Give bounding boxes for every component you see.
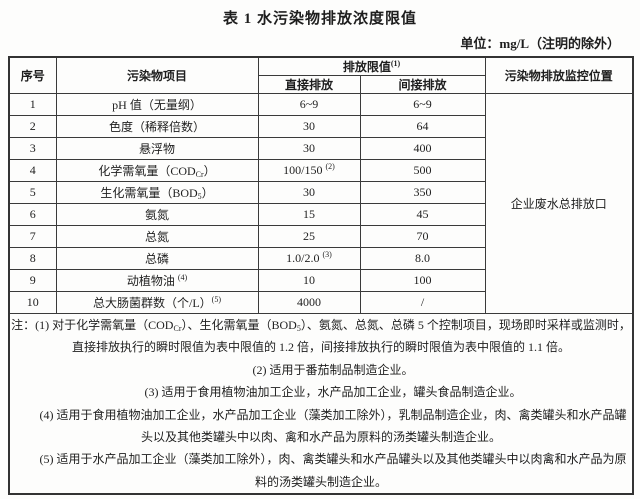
- header-pollutant: 污染物项目: [55, 56, 259, 94]
- direct-limit-cell: 30: [257, 181, 361, 204]
- pollutant-item-cell: 生化需氧量（BOD5）: [55, 181, 259, 204]
- direct-limit-cell: 6~9: [257, 93, 361, 116]
- pollutant-item-cell: 化学需氧量（CODCr）: [55, 159, 259, 182]
- indirect-limit-cell: 500: [359, 159, 486, 182]
- header-indirect: 间接排放: [359, 75, 486, 94]
- note-5: (5) 适用于水产品加工企业（藻类加工除外），肉、禽类罐头和水产品罐头以及其他类…: [39, 452, 627, 489]
- row-no-cell: 7: [8, 225, 57, 248]
- row-no-cell: 9: [8, 269, 57, 292]
- header-no: 序号: [8, 56, 57, 94]
- indirect-limit-cell: 45: [359, 203, 486, 226]
- table-row: 1 pH 值（无量纲） 6~9 6~9 企业废水总排放口: [8, 93, 634, 314]
- direct-limit-cell: 15: [257, 203, 361, 226]
- limit-group-superscript: (1): [390, 59, 401, 68]
- direct-limit-cell: 4000: [257, 291, 361, 314]
- header-limit-group: 排放限值(1): [257, 56, 486, 76]
- table-row: 10 总大肠菌群数（个/L）(5) 4000 /: [8, 291, 633, 314]
- pollutant-item-cell: 总氮: [55, 225, 259, 248]
- row-no-cell: 1: [8, 93, 57, 116]
- indirect-limit-cell: /: [359, 291, 486, 314]
- pollutant-item-cell: 氨氮: [55, 203, 259, 226]
- pollutant-limits-table: 序号 污染物项目 排放限值(1) 污染物排放监控位置 直接排放 间接排放 1 p…: [8, 56, 634, 496]
- row-no-cell: 4: [8, 159, 57, 182]
- unit-note: 单位：mg/L（注明的除外）: [460, 36, 620, 51]
- header-monitor: 污染物排放监控位置: [484, 56, 634, 94]
- header-limit-group-label: 排放限值: [342, 60, 391, 74]
- indirect-limit-cell: 8.0: [359, 247, 486, 270]
- row-no-cell: 6: [8, 203, 57, 226]
- pollutant-item-cell: 总磷: [55, 247, 259, 270]
- row-no-cell: 3: [8, 137, 57, 160]
- table-row: 6 氨氮 15 45: [8, 203, 633, 226]
- indirect-limit-cell: 64: [359, 115, 486, 138]
- pollutant-item-cell: pH 值（无量纲）: [55, 93, 259, 116]
- direct-limit-cell: 1.0/2.0 (3): [257, 247, 361, 270]
- pollutant-item-cell: 色度（稀释倍数）: [55, 115, 259, 138]
- note-1: 注：(1) 对于化学需氧量（CODCr）、生化需氧量（BOD5）、氨氮、总氮、总…: [11, 318, 631, 355]
- indirect-limit-cell: 400: [359, 137, 486, 160]
- indirect-limit-cell: 6~9: [359, 93, 486, 116]
- monitor-location-cell: 企业废水总排放口: [484, 93, 634, 314]
- direct-limit-cell: 30: [257, 115, 361, 138]
- table-row: 4 化学需氧量（CODCr） 100/150 (2) 500: [8, 159, 633, 182]
- indirect-limit-cell: 100: [359, 269, 486, 292]
- direct-limit-cell: 10: [257, 269, 361, 292]
- header-direct: 直接排放: [257, 75, 361, 94]
- row-no-cell: 2: [8, 115, 57, 138]
- row-no-cell: 8: [8, 247, 57, 270]
- note-2: (2) 适用于番茄制品制造企业。: [252, 362, 414, 377]
- row-no-cell: 5: [8, 181, 57, 204]
- note-3: (3) 适用于食用植物油加工企业，水产品加工企业，罐头食品制造企业。: [144, 385, 522, 400]
- pollutant-item-cell: 动植物油 (4): [55, 269, 259, 292]
- note-4: (4) 适用于食用植物油加工企业，水产品加工企业（藻类加工除外），乳制品制造企业…: [39, 407, 627, 445]
- direct-limit-cell: 30: [257, 137, 361, 160]
- table-title: 表 1 水污染物排放浓度限值: [222, 11, 417, 27]
- header-row-1: 序号 污染物项目 排放限值(1) 污染物排放监控位置: [8, 56, 634, 94]
- row-no-cell: 10: [8, 291, 57, 314]
- indirect-limit-cell: 70: [359, 225, 486, 248]
- pollutant-item-cell: 总大肠菌群数（个/L）(5): [55, 291, 259, 314]
- direct-limit-cell: 100/150 (2): [257, 159, 361, 182]
- pollutant-item-cell: 悬浮物: [55, 137, 259, 160]
- table-row: 3 悬浮物 30 400: [8, 137, 633, 160]
- indirect-limit-cell: 350: [359, 181, 486, 204]
- direct-limit-cell: 25: [257, 225, 361, 248]
- notes-cell: 注：(1) 对于化学需氧量（CODCr）、生化需氧量（BOD5）、氨氮、总氮、总…: [8, 313, 634, 495]
- notes-row: 注：(1) 对于化学需氧量（CODCr）、生化需氧量（BOD5）、氨氮、总氮、总…: [8, 313, 634, 495]
- table-row: 9 动植物油 (4) 10 100: [8, 269, 633, 292]
